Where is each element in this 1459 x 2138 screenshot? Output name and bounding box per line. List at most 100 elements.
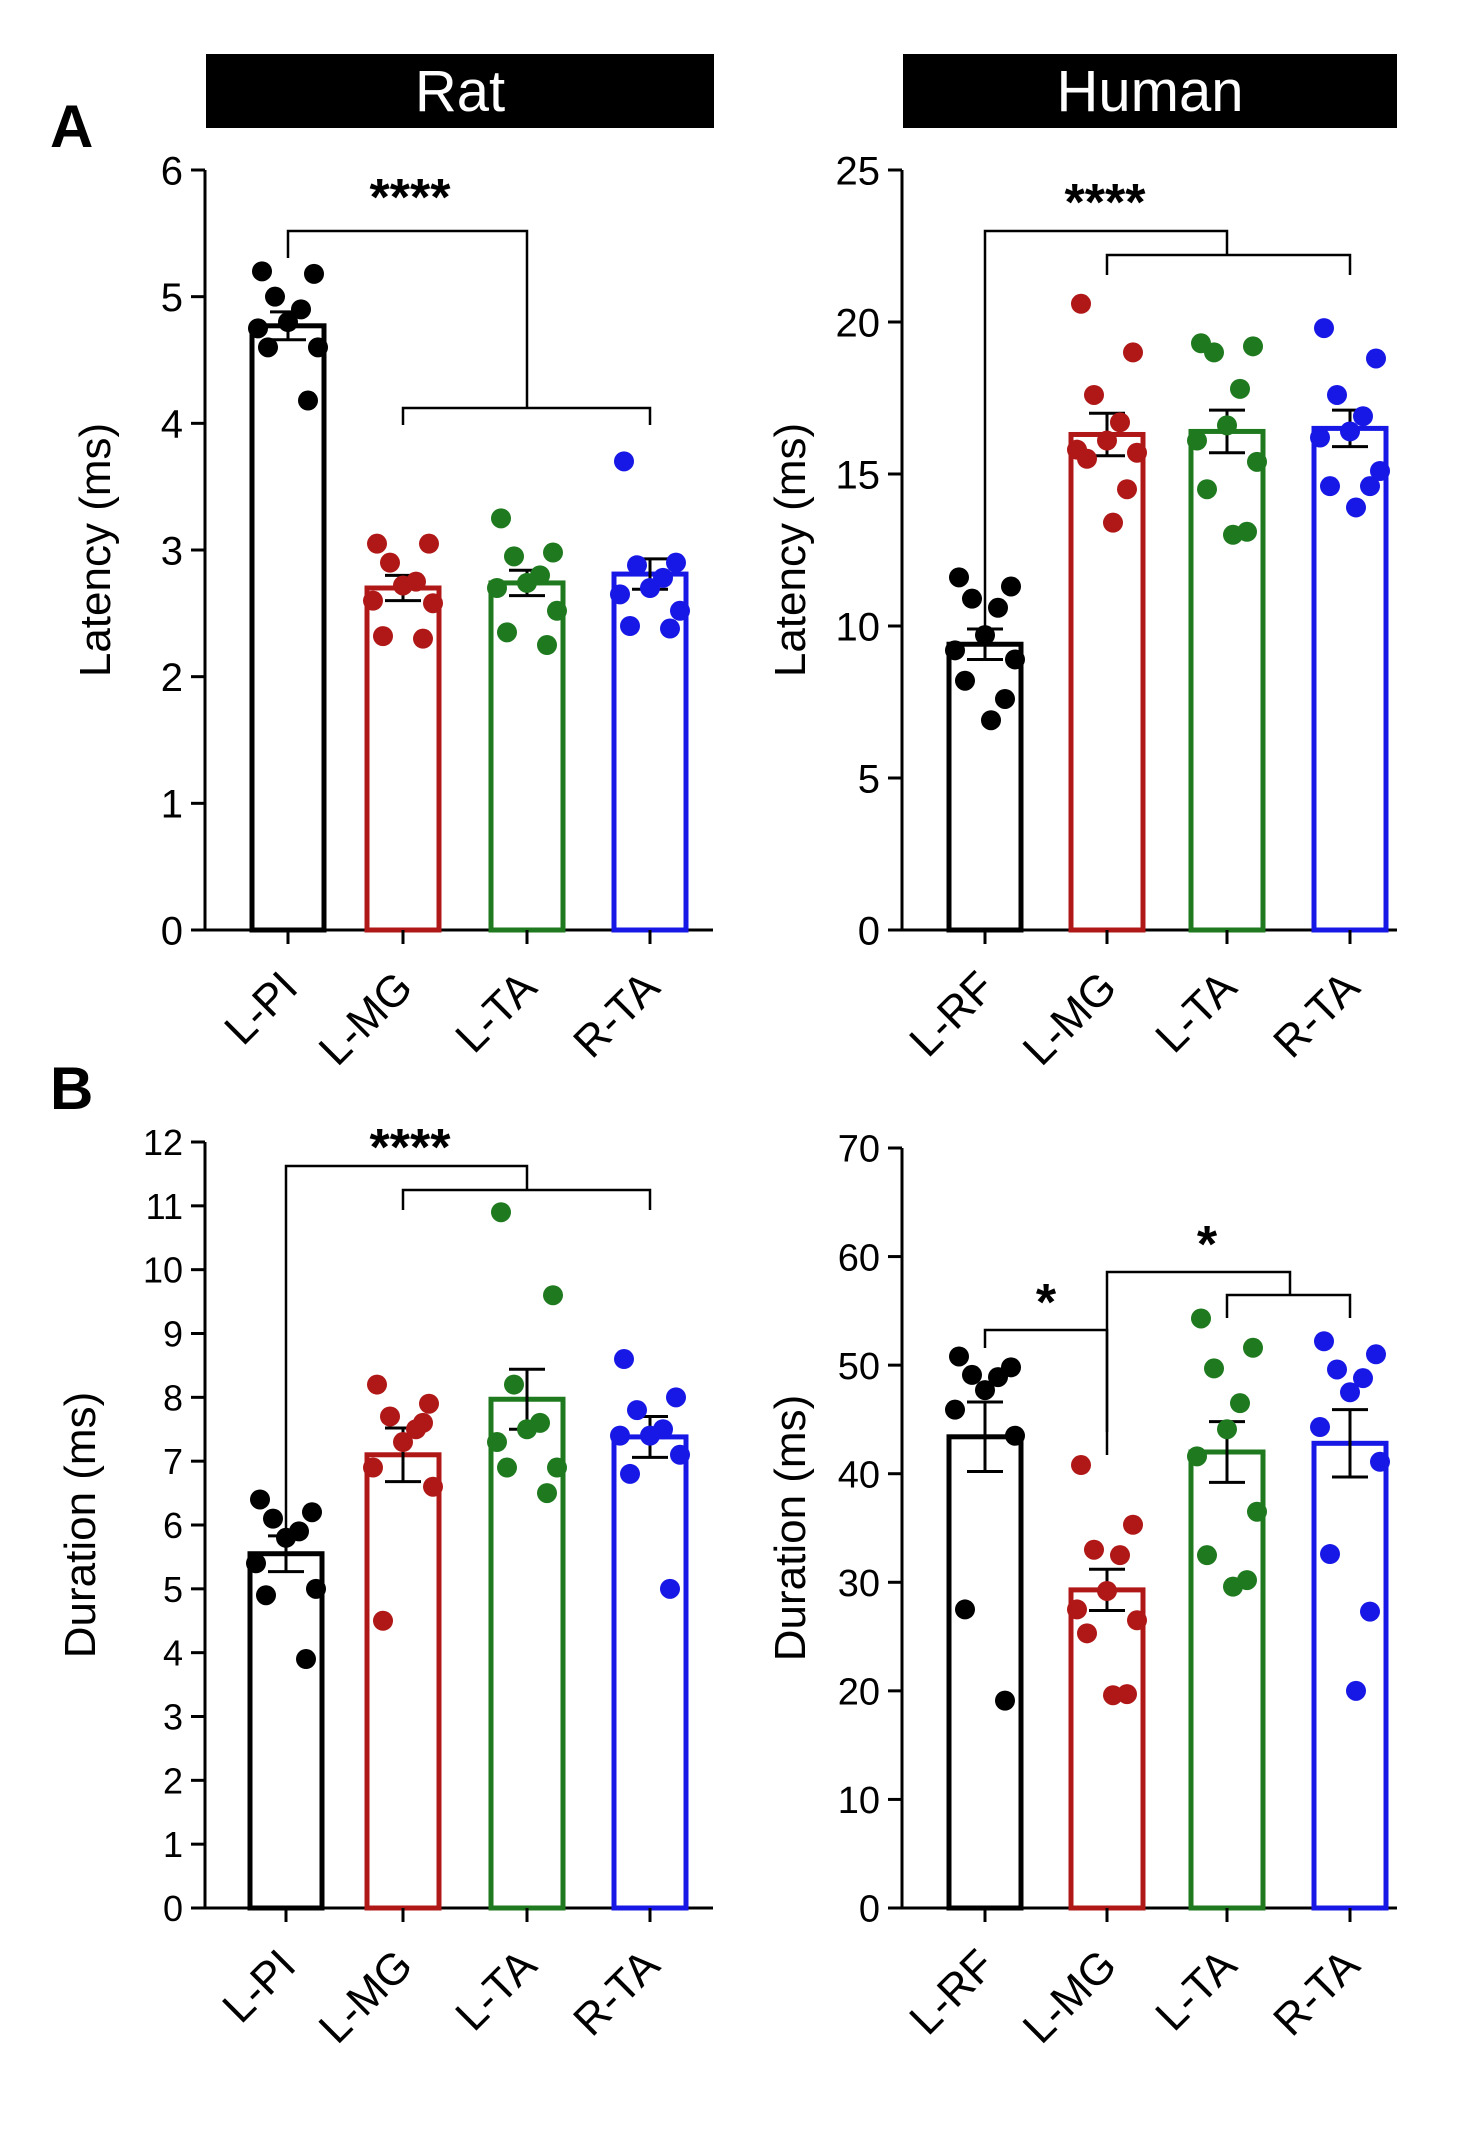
y-tick-label: 30 [838, 1563, 880, 1605]
significance-bracket [1105, 1270, 1292, 1455]
rat-header: Rat [206, 54, 714, 128]
data-point [1353, 406, 1373, 427]
significance-label: **** [370, 1119, 452, 1177]
data-point [670, 600, 690, 621]
data-point [1353, 1368, 1373, 1389]
panel-label-a: A [50, 93, 94, 160]
data-point [1077, 448, 1097, 469]
data-point [962, 588, 982, 609]
data-point [1310, 427, 1330, 448]
data-point [1247, 451, 1267, 472]
data-point [302, 1502, 322, 1523]
y-tick-label: 6 [163, 1505, 183, 1546]
data-point [413, 1412, 433, 1433]
data-point [666, 1387, 686, 1408]
data-point [1370, 460, 1390, 481]
data-point [517, 1419, 537, 1440]
data-point [1077, 1623, 1097, 1644]
data-point [614, 1349, 634, 1370]
significance-label: * [1036, 1274, 1057, 1332]
significance-bracket [983, 229, 1229, 628]
y-tick-label: 10 [143, 1250, 183, 1291]
y-tick-label: 40 [838, 1454, 880, 1496]
data-point [1310, 1417, 1330, 1438]
data-point [1001, 576, 1021, 597]
bar-l-pi [249, 323, 327, 933]
y-tick-label: 4 [163, 1633, 183, 1674]
data-point [504, 1374, 524, 1395]
data-point [543, 1285, 563, 1306]
significance-bracket [284, 1164, 529, 1545]
y-tick-label: 25 [836, 149, 881, 193]
significance-label: **** [370, 169, 452, 227]
data-point [988, 1367, 1008, 1388]
bar-l-pi [247, 1551, 325, 1911]
data-point [620, 1463, 640, 1484]
x-tick-label: L-TA [1146, 962, 1246, 1062]
y-axis-label: Latency (ms) [71, 423, 120, 677]
x-tick-label: L-RF [900, 962, 1004, 1066]
data-point [627, 1400, 647, 1421]
x-tick-label: L-MG [1014, 962, 1126, 1074]
y-tick-label: 20 [836, 301, 881, 345]
data-point [1340, 1382, 1360, 1403]
data-point [296, 1649, 316, 1670]
data-point [660, 618, 680, 639]
y-tick-label: 11 [146, 1186, 183, 1227]
y-tick-label: 2 [161, 656, 183, 700]
data-point [1360, 476, 1380, 497]
data-point [945, 1399, 965, 1420]
data-point [373, 1610, 393, 1631]
data-point [258, 337, 278, 358]
significance-bracket [1105, 253, 1352, 275]
significance-label: * [1197, 1216, 1218, 1274]
y-tick-label: 8 [163, 1377, 183, 1418]
data-point [367, 1374, 387, 1395]
data-point [955, 670, 975, 691]
data-point [981, 710, 1001, 731]
data-point [308, 337, 328, 358]
data-point [1103, 1685, 1123, 1706]
data-point [504, 546, 524, 567]
data-point [640, 578, 660, 598]
significance-bracket [401, 406, 652, 425]
data-point [949, 567, 969, 588]
y-tick-label: 3 [161, 529, 183, 573]
y-tick-label: 60 [838, 1237, 880, 1279]
data-point [1223, 1576, 1243, 1597]
data-point [1230, 1393, 1250, 1414]
y-tick-label: 1 [161, 783, 183, 827]
y-tick-label: 5 [163, 1569, 183, 1610]
data-point [419, 1393, 439, 1414]
y-tick-label: 12 [143, 1122, 183, 1163]
data-point [1123, 1514, 1143, 1535]
x-tick-label: L-MG [1014, 1940, 1126, 2052]
data-point [962, 1364, 982, 1385]
data-point [670, 1444, 690, 1465]
data-point [1204, 342, 1224, 363]
y-tick-label: 6 [161, 149, 183, 193]
data-point [1005, 649, 1025, 670]
y-tick-label: 0 [163, 1888, 183, 1929]
y-tick-label: 70 [838, 1129, 880, 1171]
data-point [363, 590, 383, 611]
x-tick-label: L-RF [900, 1940, 1004, 2044]
data-point [610, 1425, 630, 1446]
data-point [413, 628, 433, 649]
data-point [1204, 1358, 1224, 1379]
data-point [1110, 1545, 1130, 1566]
y-tick-label: 0 [858, 909, 880, 953]
data-point [1223, 524, 1243, 545]
data-point [1327, 1359, 1347, 1380]
data-point [256, 1585, 276, 1606]
data-point [1187, 1446, 1207, 1467]
data-point [304, 263, 324, 284]
data-point [1127, 1610, 1147, 1631]
y-tick-label: 0 [161, 909, 183, 953]
y-tick-label: 15 [836, 453, 881, 497]
data-point [537, 1483, 557, 1504]
data-point [547, 1457, 567, 1478]
data-point [1123, 342, 1143, 363]
data-point [955, 1599, 975, 1620]
